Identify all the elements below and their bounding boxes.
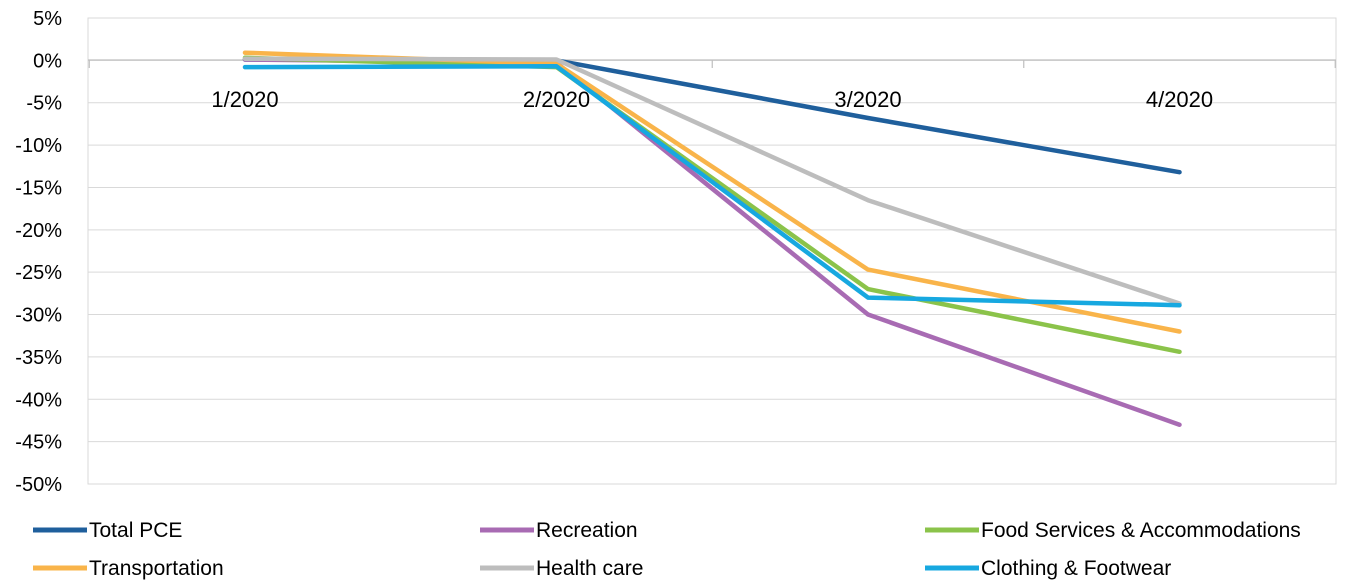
legend-label: Food Services & Accommodations	[981, 519, 1301, 542]
y-tick-label: -5%	[26, 93, 62, 115]
legend-label: Transportation	[89, 557, 224, 580]
y-tick-label: -20%	[15, 220, 62, 242]
series-line	[242, 57, 1182, 427]
x-category-label: 1/2020	[211, 87, 278, 112]
y-tick-label: -40%	[15, 389, 62, 411]
y-tick-label: -45%	[15, 432, 62, 454]
y-tick-label: 0%	[33, 50, 62, 72]
x-category-label: 3/2020	[834, 87, 901, 112]
y-axis-tick-labels: 5% 0% -5% -10% -15% -20% -25% -30% -35% -40% -45% -…	[15, 8, 62, 496]
series-line	[242, 50, 1182, 334]
legend-label: Recreation	[536, 519, 638, 542]
series-line	[242, 64, 1182, 308]
x-category-label: 4/2020	[1146, 87, 1213, 112]
y-tick-label: -35%	[15, 347, 62, 369]
x-category-label: 2/2020	[523, 87, 590, 112]
y-tick-label: 5%	[33, 8, 62, 30]
series-line	[242, 56, 1182, 306]
legend: Total PCE Recreation Food Services & Accom…	[33, 519, 1301, 580]
series-line	[242, 55, 1182, 355]
y-tick-label: -30%	[15, 305, 62, 327]
legend-label: Clothing & Footwear	[981, 557, 1171, 580]
y-tick-label: -10%	[15, 135, 62, 157]
legend-label: Total PCE	[89, 519, 182, 542]
y-tick-label: -25%	[15, 262, 62, 284]
series-line	[242, 57, 1182, 175]
series-lines	[242, 50, 1182, 427]
y-tick-label: -15%	[15, 177, 62, 199]
x-axis-category-labels: 1/2020 2/2020 3/2020 4/2020	[211, 87, 1213, 112]
y-tick-label: -50%	[15, 474, 62, 496]
legend-label: Health care	[536, 557, 643, 580]
